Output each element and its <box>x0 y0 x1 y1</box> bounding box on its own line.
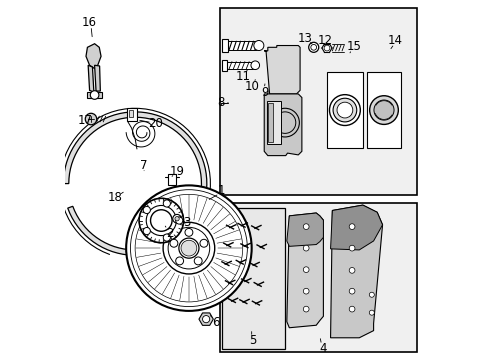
Text: 14: 14 <box>387 33 402 47</box>
Circle shape <box>85 113 97 125</box>
Circle shape <box>126 185 251 311</box>
Polygon shape <box>199 313 213 325</box>
Circle shape <box>184 228 192 236</box>
Bar <box>222 59 226 71</box>
Text: 12: 12 <box>317 33 332 47</box>
Circle shape <box>348 267 354 273</box>
Text: 2: 2 <box>166 226 174 239</box>
Circle shape <box>170 239 178 247</box>
Polygon shape <box>330 205 382 250</box>
Text: 13: 13 <box>297 32 312 45</box>
Circle shape <box>369 96 398 125</box>
Bar <box>167 174 176 185</box>
Circle shape <box>368 310 373 315</box>
Text: 10: 10 <box>244 80 259 93</box>
Bar <box>222 39 227 52</box>
Circle shape <box>172 215 181 223</box>
Circle shape <box>368 292 373 297</box>
Bar <box>222 208 284 349</box>
Bar <box>129 110 132 117</box>
Text: 16: 16 <box>81 16 96 29</box>
Text: 20: 20 <box>148 117 163 130</box>
Circle shape <box>202 316 209 323</box>
Text: 8: 8 <box>217 96 224 109</box>
Circle shape <box>348 245 354 251</box>
Circle shape <box>250 61 259 69</box>
Polygon shape <box>286 213 323 328</box>
Text: 15: 15 <box>346 40 361 53</box>
Circle shape <box>348 224 354 229</box>
Circle shape <box>253 41 264 50</box>
Text: 9: 9 <box>260 86 268 99</box>
Circle shape <box>163 200 170 207</box>
Circle shape <box>163 234 170 241</box>
Polygon shape <box>264 94 301 156</box>
Circle shape <box>181 240 196 256</box>
Circle shape <box>175 217 179 221</box>
Polygon shape <box>86 44 101 69</box>
Bar <box>267 103 272 142</box>
Polygon shape <box>264 45 300 94</box>
Text: 4: 4 <box>319 342 326 355</box>
Circle shape <box>200 239 207 247</box>
Polygon shape <box>88 65 94 92</box>
Circle shape <box>373 100 393 120</box>
Circle shape <box>194 257 202 265</box>
Circle shape <box>139 198 183 243</box>
Circle shape <box>143 228 150 235</box>
Bar <box>126 108 137 121</box>
Circle shape <box>310 44 316 50</box>
Bar <box>266 101 281 144</box>
Circle shape <box>303 267 308 273</box>
Circle shape <box>332 98 356 122</box>
Polygon shape <box>286 213 323 246</box>
Polygon shape <box>94 65 100 91</box>
Circle shape <box>303 224 308 229</box>
Bar <box>366 72 400 148</box>
Circle shape <box>303 245 308 251</box>
Circle shape <box>348 306 354 312</box>
Circle shape <box>143 206 150 213</box>
Bar <box>87 92 102 98</box>
Bar <box>224 41 258 50</box>
Circle shape <box>150 210 172 231</box>
Text: 18: 18 <box>108 191 122 204</box>
Circle shape <box>348 288 354 294</box>
Circle shape <box>163 222 214 274</box>
Bar <box>220 8 416 195</box>
Circle shape <box>175 217 183 224</box>
Circle shape <box>90 91 99 99</box>
Text: 17: 17 <box>77 114 92 127</box>
Bar <box>220 203 416 352</box>
Text: 1: 1 <box>218 184 225 197</box>
Text: 3: 3 <box>183 216 190 229</box>
Circle shape <box>303 306 308 312</box>
Circle shape <box>308 42 318 52</box>
Text: 7: 7 <box>140 159 147 172</box>
Circle shape <box>324 45 329 51</box>
Text: 11: 11 <box>235 70 250 83</box>
Polygon shape <box>330 205 382 338</box>
Text: 6: 6 <box>212 316 219 329</box>
Text: 5: 5 <box>248 334 256 347</box>
Bar <box>224 62 255 69</box>
Circle shape <box>179 238 199 258</box>
Circle shape <box>329 95 360 126</box>
Circle shape <box>303 288 308 294</box>
Circle shape <box>336 102 352 118</box>
Polygon shape <box>63 112 206 255</box>
Circle shape <box>175 257 183 265</box>
Bar <box>326 72 362 148</box>
Text: 19: 19 <box>169 165 184 178</box>
